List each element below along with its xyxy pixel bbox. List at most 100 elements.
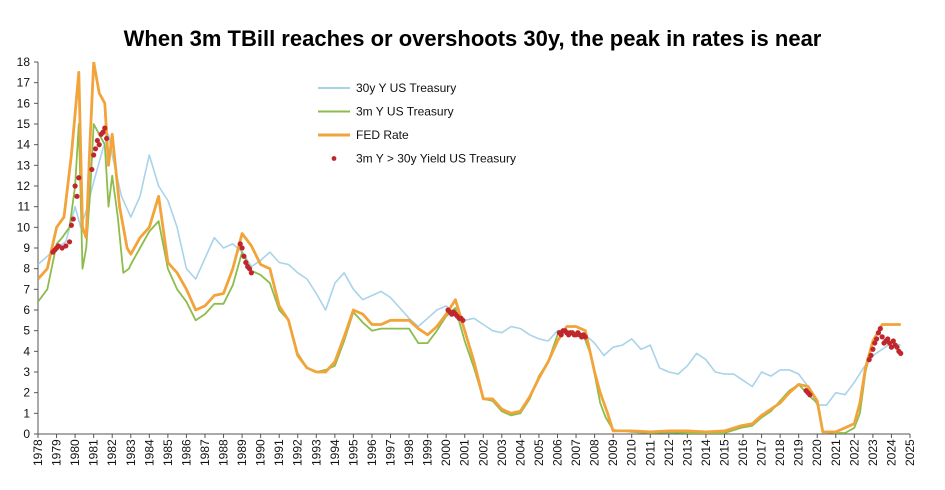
x-tick-label: 2020 bbox=[810, 439, 824, 466]
x-tick-label: 2015 bbox=[717, 439, 731, 466]
x-tick-label: 1978 bbox=[31, 439, 45, 466]
x-tick-label: 1980 bbox=[68, 439, 82, 466]
x-tick-label: 1985 bbox=[161, 439, 175, 466]
y-tick-label: 15 bbox=[17, 117, 31, 131]
x-tick-label: 1992 bbox=[291, 439, 305, 466]
x-tick-label: 1996 bbox=[365, 439, 379, 466]
scatter-point bbox=[890, 338, 896, 344]
x-tick-label: 2024 bbox=[884, 439, 898, 466]
scatter-point bbox=[237, 241, 243, 247]
x-tick-label: 2014 bbox=[699, 439, 713, 466]
x-tick-label: 1994 bbox=[328, 439, 342, 466]
x-tick-label: 2018 bbox=[773, 439, 787, 466]
scatter-point bbox=[558, 332, 564, 338]
x-tick-label: 2023 bbox=[866, 439, 880, 466]
y-tick-label: 3 bbox=[23, 365, 30, 379]
x-tick-label: 2003 bbox=[495, 439, 509, 466]
scatter-point bbox=[91, 152, 97, 158]
x-tick-label: 1979 bbox=[50, 439, 64, 466]
scatter-point bbox=[243, 259, 249, 266]
x-tick-label: 2000 bbox=[439, 439, 453, 466]
y-tick-label: 11 bbox=[18, 200, 31, 214]
y-tick-label: 0 bbox=[23, 427, 30, 441]
scatter-point bbox=[898, 350, 904, 356]
x-tick-label: 1991 bbox=[272, 439, 286, 466]
scatter-point bbox=[239, 245, 245, 251]
y-tick-label: 9 bbox=[23, 241, 30, 255]
x-tick-label: 2004 bbox=[513, 439, 527, 466]
scatter-point bbox=[94, 137, 100, 144]
x-tick-label: 1984 bbox=[142, 439, 156, 466]
scatter-point bbox=[63, 243, 69, 249]
scatter-point bbox=[92, 146, 99, 152]
series-layer bbox=[38, 62, 904, 434]
scatter-point bbox=[241, 253, 247, 259]
x-tick-label: 2008 bbox=[588, 439, 602, 466]
scatter-point bbox=[870, 346, 876, 352]
x-tick-label: 1999 bbox=[421, 439, 435, 466]
legend-label: 30y Y US Treasury bbox=[356, 81, 456, 95]
y-tick-label: 7 bbox=[23, 282, 30, 296]
scatter-point bbox=[875, 330, 882, 336]
x-tick-label: 1986 bbox=[179, 439, 193, 466]
x-tick-label: 1993 bbox=[309, 439, 323, 466]
y-tick-label: 13 bbox=[17, 158, 31, 172]
chart-title: When 3m TBill reaches or overshoots 30y,… bbox=[123, 26, 822, 51]
y-tick-label: 10 bbox=[17, 220, 31, 234]
scatter-point bbox=[894, 344, 900, 350]
y-tick-label: 12 bbox=[17, 179, 31, 193]
y-tick-label: 14 bbox=[17, 138, 31, 152]
x-tick-label: 1989 bbox=[235, 439, 249, 466]
scatter-point bbox=[70, 216, 76, 222]
series-line bbox=[38, 62, 901, 434]
scatter-point bbox=[104, 135, 110, 142]
x-tick-label: 2006 bbox=[550, 439, 564, 466]
x-tick-label: 1982 bbox=[105, 439, 119, 466]
x-tick-label: 2025 bbox=[903, 439, 917, 466]
scatter-point bbox=[807, 392, 813, 398]
legend: 30y Y US Treasury 3m Y US Treasury FED Rat… bbox=[318, 81, 516, 166]
legend-label: 3m Y > 30y Yield US Treasury bbox=[356, 152, 516, 166]
legend-marker bbox=[331, 156, 337, 161]
x-tick-label: 2011 bbox=[643, 440, 657, 466]
series-line bbox=[38, 123, 901, 434]
x-tick-label: 1995 bbox=[346, 439, 360, 466]
y-tick-label: 4 bbox=[23, 344, 30, 358]
scatter-point bbox=[879, 334, 885, 340]
scatter-point bbox=[74, 193, 80, 199]
x-tick-label: 2016 bbox=[736, 439, 750, 466]
scatter-point bbox=[460, 317, 466, 323]
x-tick-label: 2007 bbox=[569, 439, 583, 466]
y-tick-label: 1 bbox=[23, 406, 30, 420]
x-tick-label: 2010 bbox=[625, 439, 639, 466]
scatter-point bbox=[72, 183, 78, 189]
scatter-point bbox=[582, 334, 588, 340]
scatter-point bbox=[248, 270, 254, 276]
x-tick-label: 2009 bbox=[606, 439, 620, 466]
scatter-point bbox=[877, 326, 883, 332]
x-tick-label: 2012 bbox=[662, 439, 676, 466]
y-tick-label: 17 bbox=[17, 76, 31, 90]
y-tick-label: 5 bbox=[23, 324, 30, 338]
x-tick-label: 2022 bbox=[847, 439, 861, 466]
scatter-point bbox=[89, 166, 95, 173]
x-tick-label: 1997 bbox=[384, 439, 398, 466]
x-tick-label: 2001 bbox=[458, 439, 472, 466]
x-tick-label: 1990 bbox=[254, 439, 268, 466]
x-tick-label: 1983 bbox=[124, 439, 138, 466]
y-tick-label: 6 bbox=[23, 303, 30, 317]
x-tick-label: 2017 bbox=[755, 439, 769, 466]
scatter-point bbox=[868, 352, 874, 359]
x-tick-label: 1981 bbox=[87, 439, 101, 466]
scatter-point bbox=[76, 175, 82, 181]
y-tick-label: 18 bbox=[17, 55, 31, 69]
scatter-point bbox=[68, 222, 74, 228]
x-tick-label: 2021 bbox=[829, 439, 843, 466]
scatter-point bbox=[100, 129, 106, 135]
x-tick-label: 2005 bbox=[532, 439, 546, 466]
scatter-point bbox=[246, 266, 253, 272]
scatter-point bbox=[885, 336, 891, 342]
